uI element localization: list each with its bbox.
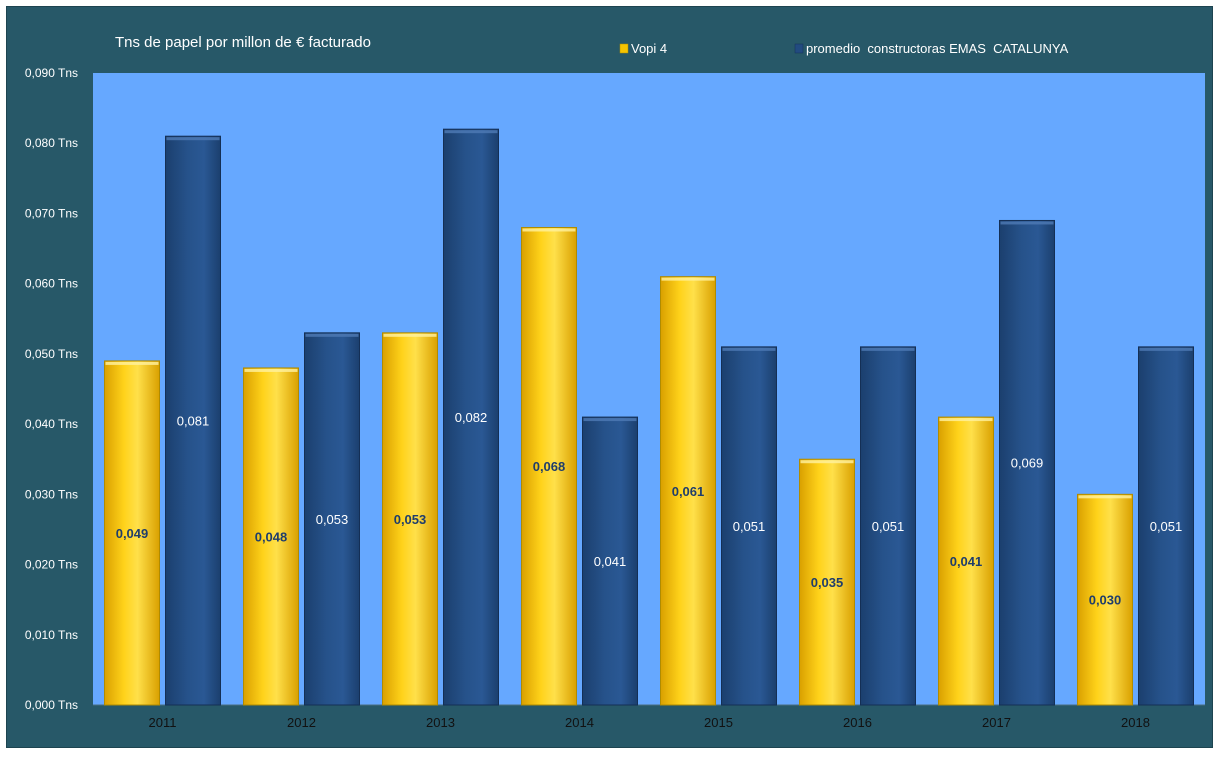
bars [104, 128, 1194, 706]
y-tick-label: 0,020 Tns [25, 558, 78, 572]
bar-top-highlight [1000, 221, 1054, 225]
bar-top-highlight [1078, 495, 1132, 499]
legend-swatch-vopi [619, 43, 629, 54]
y-tick-label: 0,090 Tns [25, 66, 78, 80]
bar-top-highlight [722, 347, 776, 351]
x-axis: 2011 2012 2013 2014 2015 2016 2017 2018 [149, 715, 1150, 730]
x-tick-label: 2018 [1121, 715, 1150, 730]
bar-vopi [521, 226, 577, 706]
y-tick-label: 0,060 Tns [25, 277, 78, 291]
x-tick-label: 2012 [287, 715, 316, 730]
data-label-promedio: 0,081 [177, 414, 210, 429]
bar-promedio [304, 332, 360, 706]
x-tick-label: 2013 [426, 715, 455, 730]
bar-promedio [443, 128, 499, 706]
bar-vopi [243, 367, 299, 706]
bar-vopi [938, 416, 994, 706]
bar-top-highlight [861, 347, 915, 351]
bar-vopi [799, 458, 855, 706]
chart-title: Tns de papel por millon de € facturado [115, 34, 371, 51]
bar-top-highlight [583, 418, 637, 422]
data-label-promedio: 0,051 [733, 519, 766, 534]
x-tick-label: 2014 [565, 715, 594, 730]
bar-top-highlight [444, 130, 498, 134]
x-tick-label: 2011 [149, 715, 177, 730]
data-labels: 0,049 0,081 0,048 0,053 0,053 0,082 0,068 0,041… [116, 410, 1183, 608]
y-axis: 0,000 Tns 0,010 Tns 0,020 Tns 0,030 Tns 0,04… [25, 66, 78, 712]
data-label-promedio: 0,051 [1150, 519, 1183, 534]
bar-promedio [1138, 346, 1194, 706]
y-tick-label: 0,040 Tns [25, 417, 78, 431]
bar-promedio [999, 219, 1055, 706]
data-label-promedio: 0,041 [594, 554, 627, 569]
data-label-vopi: 0,053 [394, 512, 427, 527]
data-label-vopi: 0,048 [255, 529, 288, 544]
bar-top-highlight [1139, 347, 1193, 351]
bar-vopi [382, 332, 438, 706]
bar-top-highlight [166, 137, 220, 141]
x-tick-label: 2017 [982, 715, 1011, 730]
y-tick-label: 0,010 Tns [25, 628, 78, 642]
bar-top-highlight [105, 361, 159, 365]
data-label-promedio: 0,069 [1011, 456, 1044, 471]
bar-top-highlight [305, 333, 359, 337]
x-tick-label: 2016 [843, 715, 872, 730]
y-tick-label: 0,080 Tns [25, 136, 78, 150]
data-label-vopi: 0,035 [811, 575, 844, 590]
bar-vopi [1077, 493, 1133, 706]
bar-top-highlight [939, 418, 993, 422]
bar-vopi [104, 360, 160, 706]
bar-top-highlight [800, 460, 854, 464]
bar-top-highlight [244, 368, 298, 372]
bar-vopi [660, 276, 716, 706]
data-label-vopi: 0,068 [533, 459, 566, 474]
x-tick-label: 2015 [704, 715, 733, 730]
data-label-vopi: 0,049 [116, 526, 149, 541]
bar-top-highlight [661, 277, 715, 281]
y-tick-label: 0,030 Tns [25, 487, 78, 501]
legend: Vopi 4 promedio constructoras EMAS CATAL… [619, 41, 1069, 56]
bar-promedio [860, 346, 916, 706]
y-tick-label: 0,050 Tns [25, 347, 78, 361]
legend-label-promedio: promedio constructoras EMAS CATALUNYA [806, 41, 1069, 56]
data-label-promedio: 0,053 [316, 512, 349, 527]
data-label-vopi: 0,061 [672, 484, 705, 499]
data-label-vopi: 0,041 [950, 554, 983, 569]
y-tick-label: 0,070 Tns [25, 206, 78, 220]
y-tick-label: 0,000 Tns [25, 698, 78, 712]
bar-promedio [582, 416, 638, 706]
bar-promedio [721, 346, 777, 706]
bar-top-highlight [522, 228, 576, 232]
bar-promedio [165, 135, 221, 706]
data-label-promedio: 0,082 [455, 410, 488, 425]
data-label-promedio: 0,051 [872, 519, 905, 534]
data-label-vopi: 0,030 [1089, 593, 1122, 608]
bar-top-highlight [383, 333, 437, 337]
legend-swatch-promedio [794, 43, 804, 54]
legend-label-vopi: Vopi 4 [631, 41, 667, 56]
